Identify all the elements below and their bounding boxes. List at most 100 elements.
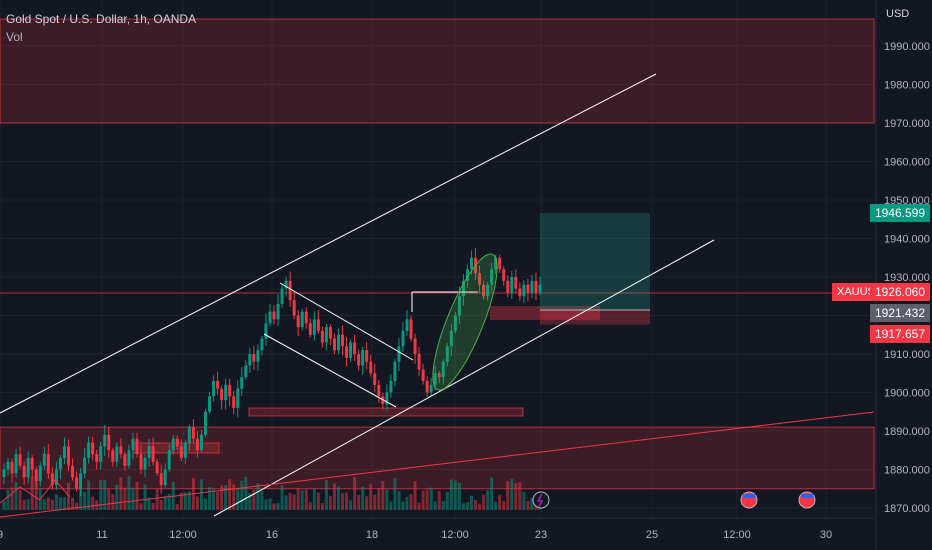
- candle-body: [494, 257, 498, 270]
- volume-bar: [429, 487, 433, 510]
- candle-body: [433, 373, 437, 385]
- candle-body: [75, 477, 79, 489]
- candle-body: [522, 284, 526, 297]
- candle-body: [320, 330, 324, 343]
- candle-body: [506, 280, 510, 293]
- volume-bar: [224, 485, 228, 510]
- volume-bar: [123, 487, 127, 510]
- candle-body: [421, 369, 425, 381]
- candle-body: [518, 288, 522, 297]
- volume-bar: [397, 491, 401, 510]
- us-flag-event-icon: [801, 494, 813, 498]
- candle-body: [183, 442, 187, 458]
- candle-body: [46, 454, 50, 474]
- volume-bar: [349, 500, 353, 510]
- volume-indicator-label[interactable]: Vol: [6, 30, 23, 44]
- volume-bar: [530, 497, 534, 510]
- volume-bar: [54, 494, 58, 510]
- flag-upper-line: [279, 282, 414, 361]
- time-tick-label: 23: [535, 529, 547, 541]
- volume-bar: [506, 481, 510, 510]
- candle-body: [308, 323, 312, 335]
- volume-bar: [445, 491, 449, 510]
- candle-body: [147, 446, 151, 458]
- volume-bar: [42, 499, 46, 510]
- stop-price-badge: 1917.657: [869, 325, 930, 343]
- volume-bar: [111, 493, 115, 510]
- volume-bar: [244, 476, 248, 510]
- resistance-zone: [0, 18, 875, 124]
- candle-body: [373, 373, 377, 385]
- volume-bar: [143, 484, 147, 510]
- candle-body: [10, 461, 14, 474]
- candle-body: [345, 346, 349, 358]
- volume-bar: [357, 495, 361, 510]
- candle-body: [377, 384, 381, 397]
- candle-body: [135, 438, 139, 455]
- candle-body: [514, 277, 518, 289]
- volume-bar: [91, 496, 95, 510]
- candle-body: [486, 284, 490, 297]
- candle-body: [252, 354, 256, 362]
- volume-bar: [304, 489, 308, 510]
- zigzag-line: [0, 479, 71, 504]
- symbol-title[interactable]: Gold Spot / U.S. Dollar, 1h, OANDA: [6, 12, 197, 26]
- volume-bar: [522, 491, 526, 510]
- currency-label: USD: [886, 8, 910, 20]
- candle-body: [534, 280, 538, 293]
- candle-body: [369, 361, 373, 374]
- volume-bar: [365, 496, 369, 510]
- candle-body: [26, 457, 30, 478]
- volume-bar: [417, 502, 421, 510]
- candle-body: [232, 396, 236, 408]
- candle-body: [449, 330, 453, 347]
- time-axis[interactable]: 9 11 12:00 16 18 12:00 23 25 12:00 30: [0, 529, 832, 541]
- volume-bar: [127, 476, 131, 510]
- volume-bar: [284, 495, 288, 510]
- volume-bars: [2, 476, 542, 510]
- candle-body: [208, 396, 212, 412]
- volume-bar: [99, 479, 103, 510]
- candle-body: [300, 311, 304, 328]
- volume-bar: [2, 500, 6, 510]
- candle-body: [385, 392, 389, 405]
- volume-bar: [341, 493, 345, 510]
- candle-body: [417, 354, 421, 370]
- price-tick-label: 1880.000: [884, 465, 930, 477]
- candle-body: [357, 354, 361, 366]
- candle-body: [22, 465, 26, 478]
- candle-body: [284, 280, 288, 289]
- volume-bar: [228, 479, 232, 510]
- candle-body: [119, 446, 123, 455]
- volume-bar: [119, 477, 123, 510]
- volume-bar: [155, 488, 159, 510]
- candle-body: [62, 446, 66, 458]
- volume-bar: [316, 492, 320, 510]
- volume-bar: [381, 480, 385, 510]
- candle-body: [393, 361, 397, 381]
- volume-bar: [135, 481, 139, 510]
- candle-body: [353, 342, 357, 354]
- candle-body: [18, 454, 22, 466]
- volume-bar: [58, 497, 62, 510]
- candle-body: [260, 338, 264, 351]
- candle-body: [389, 380, 393, 393]
- channel-upper-line: [0, 73, 657, 414]
- price-axis[interactable]: 1870.000 1880.000 1890.000 1900.000 1910.000…: [884, 41, 930, 515]
- volume-bar: [103, 479, 107, 510]
- volume-bar: [216, 492, 220, 510]
- candle-body: [256, 350, 260, 362]
- volume-bar: [107, 488, 111, 510]
- volume-bar: [449, 479, 453, 510]
- volume-bar: [179, 492, 183, 510]
- volume-bar: [482, 494, 486, 510]
- volume-bar: [425, 489, 429, 510]
- volume-bar: [453, 480, 457, 510]
- candle-body: [336, 334, 340, 351]
- volume-bar: [469, 495, 473, 510]
- candle-body: [216, 380, 220, 389]
- last-price-badge: 1926.060: [869, 283, 930, 301]
- candle-body: [199, 434, 203, 451]
- candle-body: [2, 469, 6, 478]
